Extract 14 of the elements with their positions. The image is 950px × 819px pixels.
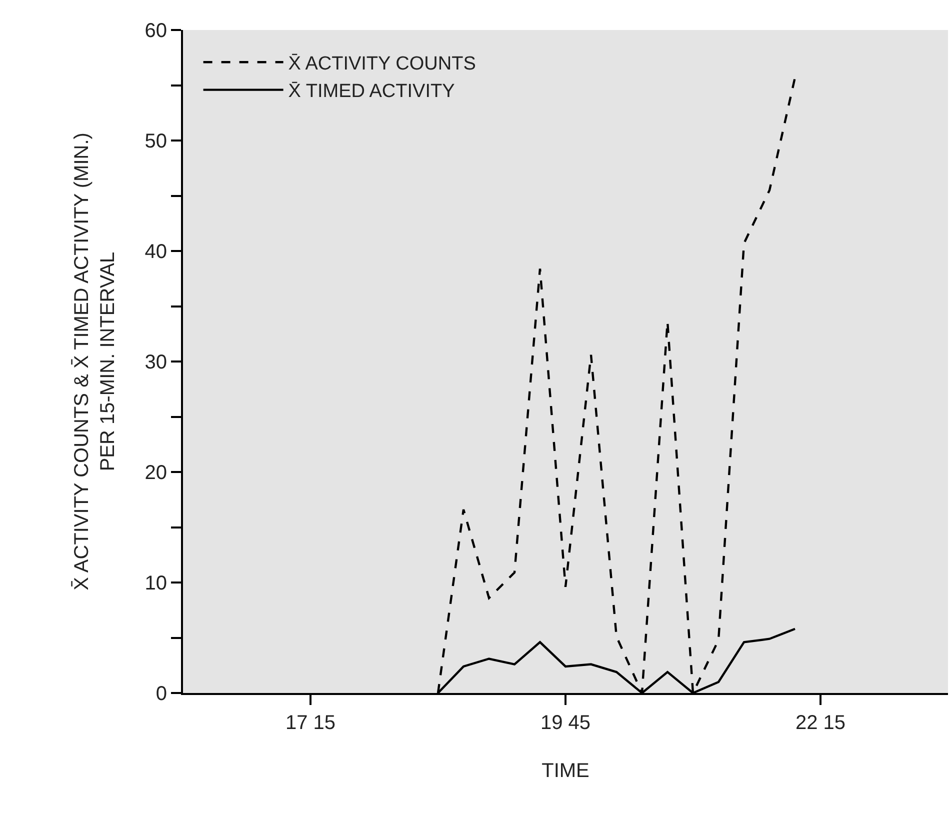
y-tick-label: 40 xyxy=(144,241,167,263)
y-tick-label: 20 xyxy=(144,462,167,484)
y-tick-label: 50 xyxy=(144,130,167,152)
x-tick-label: 22 15 xyxy=(795,712,846,734)
legend-label: X̄ TIMED ACTIVITY xyxy=(288,81,456,102)
y-tick-label: 60 xyxy=(144,20,167,42)
x-tick-label: 17 15 xyxy=(285,712,336,734)
y-tick-label: 10 xyxy=(144,572,167,594)
y-axis-title: X̄ ACTIVITY COUNTS & X̄ TIMED ACTIVITY (MIN.) PER 15-MIN. INTERVAL xyxy=(70,132,119,590)
y-tick-label: 0 xyxy=(156,683,167,705)
legend-label: X̄ ACTIVITY COUNTS xyxy=(288,54,476,75)
y-tick-label: 30 xyxy=(144,352,167,374)
x-tick-label: 19 45 xyxy=(540,712,591,734)
x-axis-title: TIME xyxy=(542,760,590,782)
